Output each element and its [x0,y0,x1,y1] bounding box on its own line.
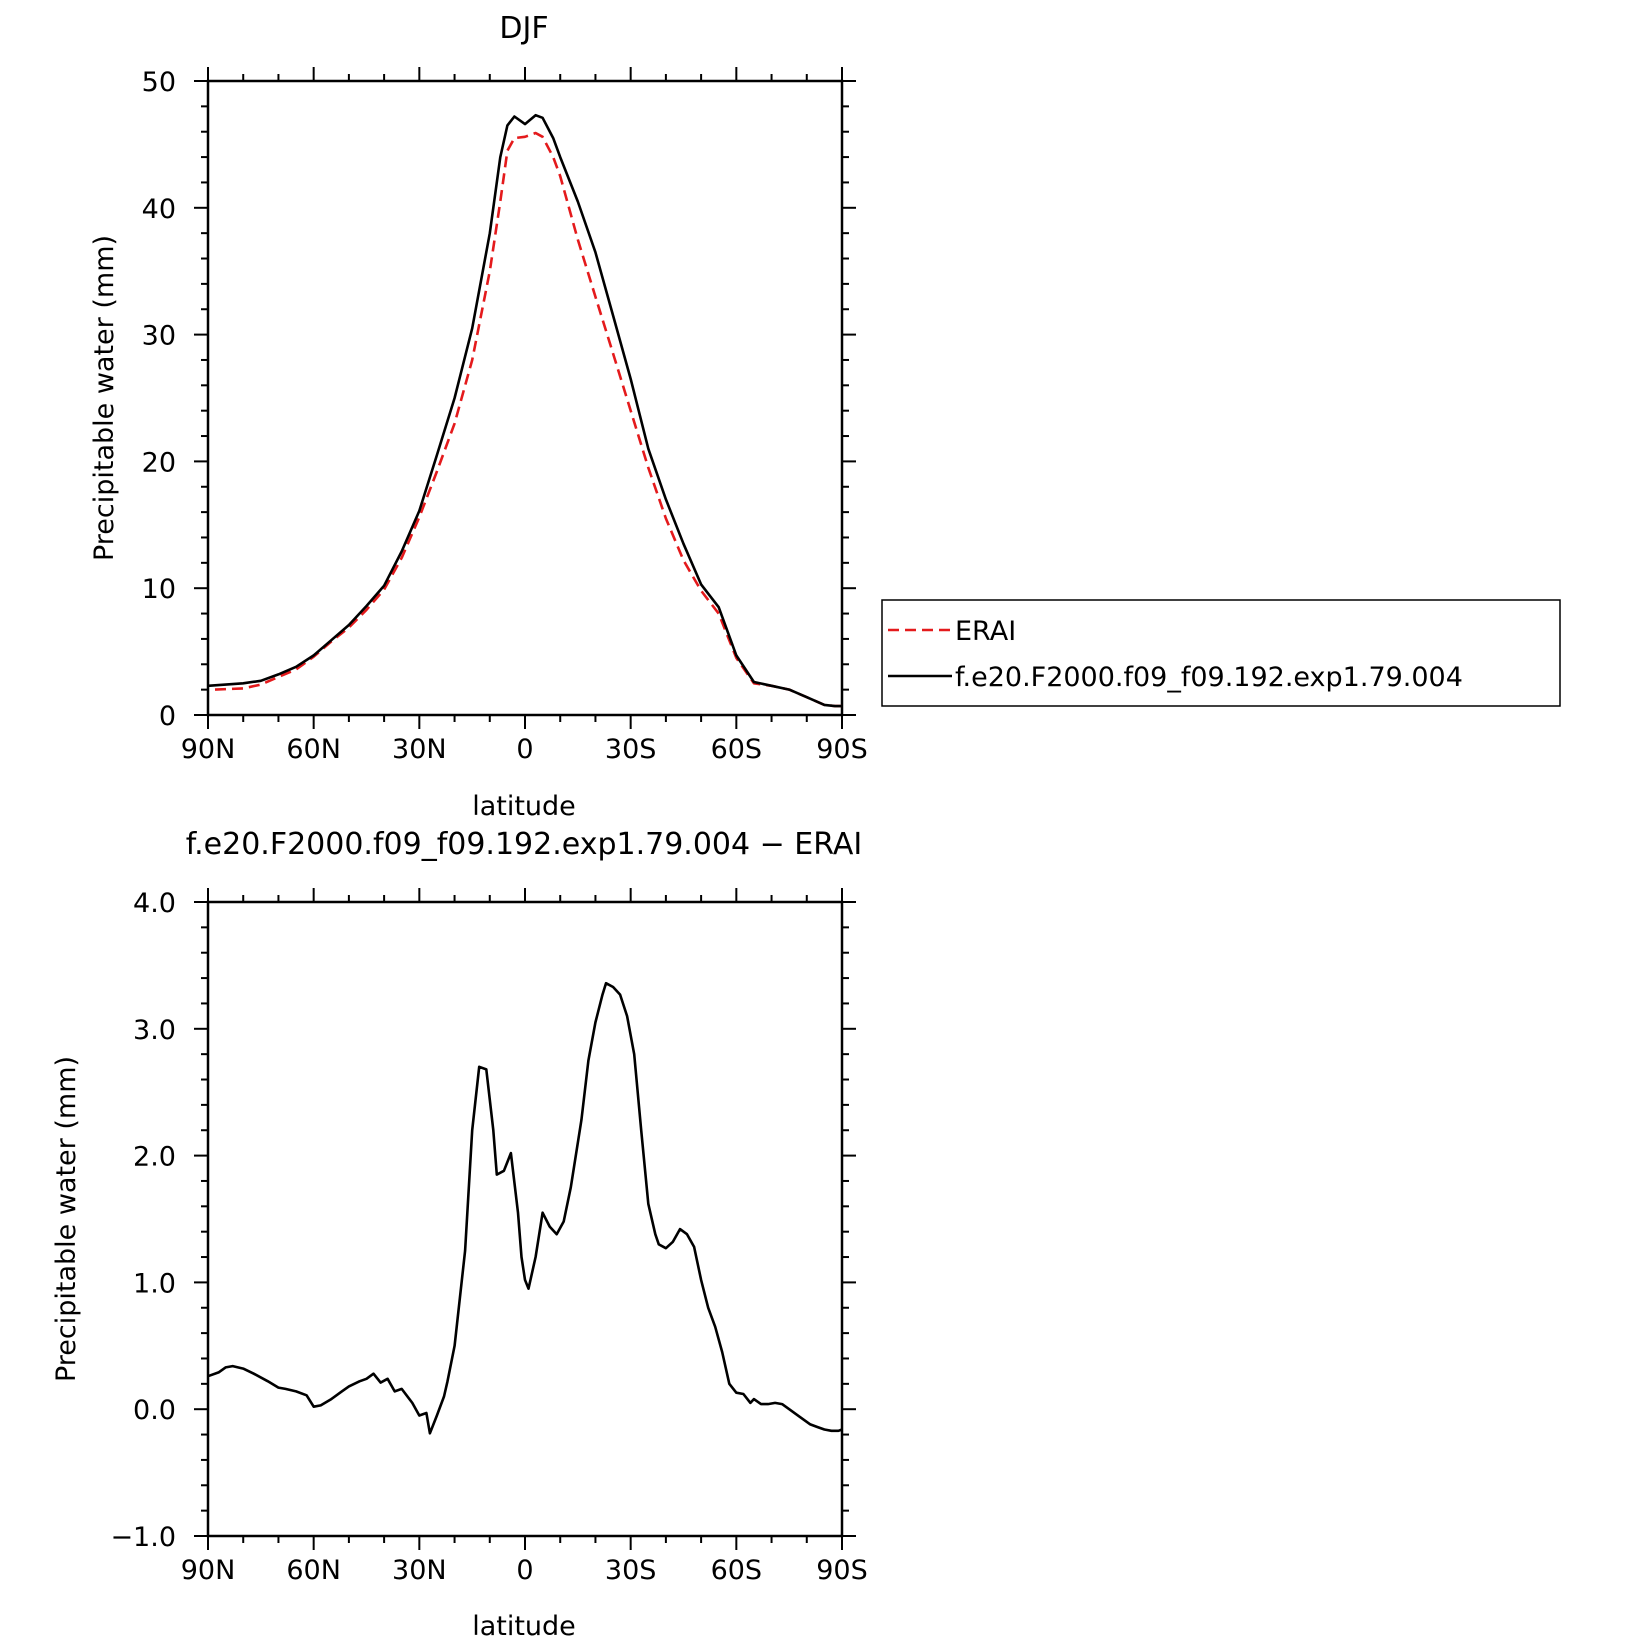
legend: ERAI f.e20.F2000.f09_f09.192.exp1.79.004 [881,599,1561,707]
x-tick-label: 0 [516,1555,533,1586]
x-tick-label: 90S [816,734,868,765]
bottom-chart-title: f.e20.F2000.f09_f09.192.exp1.79.004 − ER… [186,827,863,862]
bottom-panel: f.e20.F2000.f09_f09.192.exp1.79.004 − ER… [51,827,868,1641]
y-tick-label: 0.0 [133,1395,176,1426]
y-tick-label: 40 [142,194,176,225]
series-line-erai [214,131,842,708]
top-plot-frame [206,79,844,717]
top-x-axis-label: latitude [472,791,576,822]
y-tick-label: 10 [142,574,176,605]
y-tick-label: 3.0 [133,1015,176,1046]
bottom-y-axis-label: Precipitable water (mm) [51,1056,82,1382]
bottom-x-axis-label: latitude [472,1611,576,1641]
x-tick-label: 60N [286,1555,341,1586]
series-line-model [207,113,842,708]
x-tick-label: 60S [711,1555,763,1586]
x-tick-label: 30N [392,1555,447,1586]
y-tick-label: 20 [142,447,176,478]
y-tick-label: 4.0 [133,888,176,919]
legend-label-erai: ERAI [955,616,1016,647]
top-series-lines [207,113,842,708]
x-tick-label: 60N [286,734,341,765]
x-tick-label: 90N [181,1555,236,1586]
y-tick-label: 0 [159,701,176,732]
top-tick-marks [194,67,856,729]
y-tick-label: −1.0 [110,1522,176,1553]
bottom-x-tick-labels: 90N 60N 30N 0 30S 60S 90S [181,1555,868,1586]
x-tick-label: 30N [392,734,447,765]
y-tick-label: 2.0 [133,1142,176,1173]
top-y-tick-labels: 0 10 20 30 40 50 [142,67,176,732]
y-tick-label: 1.0 [133,1268,176,1299]
bottom-tick-marks [194,888,856,1550]
x-tick-label: 30S [605,1555,657,1586]
top-chart-title: DJF [499,11,548,46]
x-tick-label: 30S [605,734,657,765]
bottom-series-lines [207,981,843,1435]
y-tick-label: 50 [142,67,176,98]
top-panel: DJF 90N 60N 30N 0 30S 60S 90S 0 10 20 30 40 50 lati… [89,11,1561,822]
top-x-tick-labels: 90N 60N 30N 0 30S 60S 90S [181,734,868,765]
bottom-y-tick-labels: −1.0 0.0 1.0 2.0 3.0 4.0 [110,888,176,1553]
top-y-axis-label: Precipitable water (mm) [89,235,120,561]
x-tick-label: 90S [816,1555,868,1586]
legend-box [881,599,1561,707]
bottom-plot-frame [206,900,844,1538]
y-tick-label: 30 [142,321,176,352]
x-tick-label: 90N [181,734,236,765]
legend-label-model: f.e20.F2000.f09_f09.192.exp1.79.004 [955,662,1463,693]
x-tick-label: 60S [711,734,763,765]
series-line-difference [207,981,843,1435]
x-tick-label: 0 [516,734,533,765]
